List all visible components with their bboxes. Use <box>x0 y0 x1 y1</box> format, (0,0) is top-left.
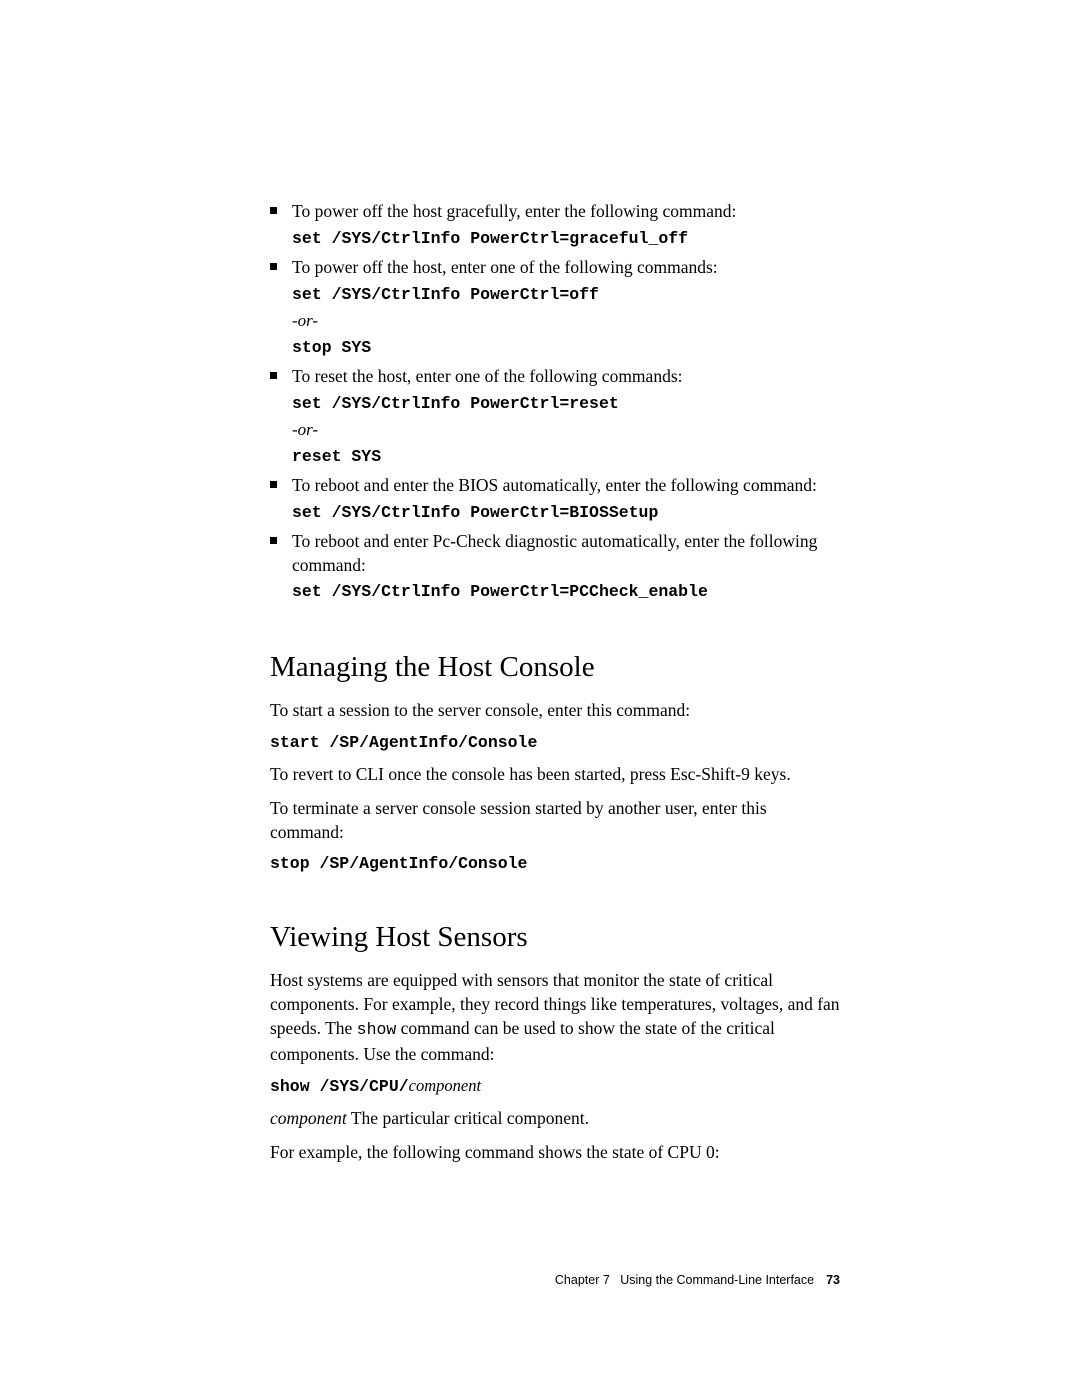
page-footer: Chapter 7 Using the Command-Line Interfa… <box>555 1273 840 1287</box>
term-definition: The particular critical component. <box>347 1108 589 1128</box>
command-text: reset SYS <box>292 446 840 468</box>
list-item: To power off the host, enter one of the … <box>270 256 840 359</box>
inline-command: show <box>357 1020 397 1039</box>
bullet-text: To power off the host gracefully, enter … <box>292 201 736 221</box>
or-separator: -or- <box>292 419 840 442</box>
list-item: To reboot and enter Pc-Check diagnostic … <box>270 530 840 604</box>
command-text: set /SYS/CtrlInfo PowerCtrl=PCCheck_enab… <box>292 581 840 603</box>
bullet-text: To reboot and enter the BIOS automatical… <box>292 475 817 495</box>
footer-title: Using the Command-Line Interface <box>620 1273 814 1287</box>
command-prefix: show /SYS/CPU/ <box>270 1077 409 1096</box>
bullet-text: To reset the host, enter one of the foll… <box>292 366 683 386</box>
list-item: To reset the host, enter one of the foll… <box>270 365 840 468</box>
command-with-param: show /SYS/CPU/component <box>270 1076 840 1096</box>
body-paragraph: To start a session to the server console… <box>270 698 840 722</box>
body-paragraph: Host systems are equipped with sensors t… <box>270 968 840 1066</box>
term: component <box>270 1108 347 1128</box>
command-text: stop SYS <box>292 337 840 359</box>
command-text: set /SYS/CtrlInfo PowerCtrl=reset <box>292 393 840 415</box>
command-parameter: component <box>409 1076 481 1095</box>
or-separator: -or- <box>292 310 840 333</box>
command-text: set /SYS/CtrlInfo PowerCtrl=off <box>292 284 840 306</box>
bullet-text: To reboot and enter Pc-Check diagnostic … <box>292 531 817 575</box>
section-heading-managing-console: Managing the Host Console <box>270 651 840 684</box>
command-bullet-list: To power off the host gracefully, enter … <box>270 200 840 603</box>
list-item: To reboot and enter the BIOS automatical… <box>270 474 840 524</box>
bullet-text: To power off the host, enter one of the … <box>292 257 718 277</box>
list-item: To power off the host gracefully, enter … <box>270 200 840 250</box>
command-text: stop /SP/AgentInfo/Console <box>270 854 840 873</box>
body-paragraph: For example, the following command shows… <box>270 1140 840 1164</box>
command-text: set /SYS/CtrlInfo PowerCtrl=BIOSSetup <box>292 502 840 524</box>
command-text: set /SYS/CtrlInfo PowerCtrl=graceful_off <box>292 228 840 250</box>
section-heading-viewing-sensors: Viewing Host Sensors <box>270 921 840 954</box>
command-text: start /SP/AgentInfo/Console <box>270 733 840 752</box>
body-paragraph: To terminate a server console session st… <box>270 796 840 844</box>
parameter-description: component The particular critical compon… <box>270 1106 840 1130</box>
body-paragraph: To revert to CLI once the console has be… <box>270 762 840 786</box>
page-content: To power off the host gracefully, enter … <box>0 0 1080 1165</box>
footer-chapter: Chapter 7 <box>555 1273 610 1287</box>
page-number: 73 <box>826 1273 840 1287</box>
